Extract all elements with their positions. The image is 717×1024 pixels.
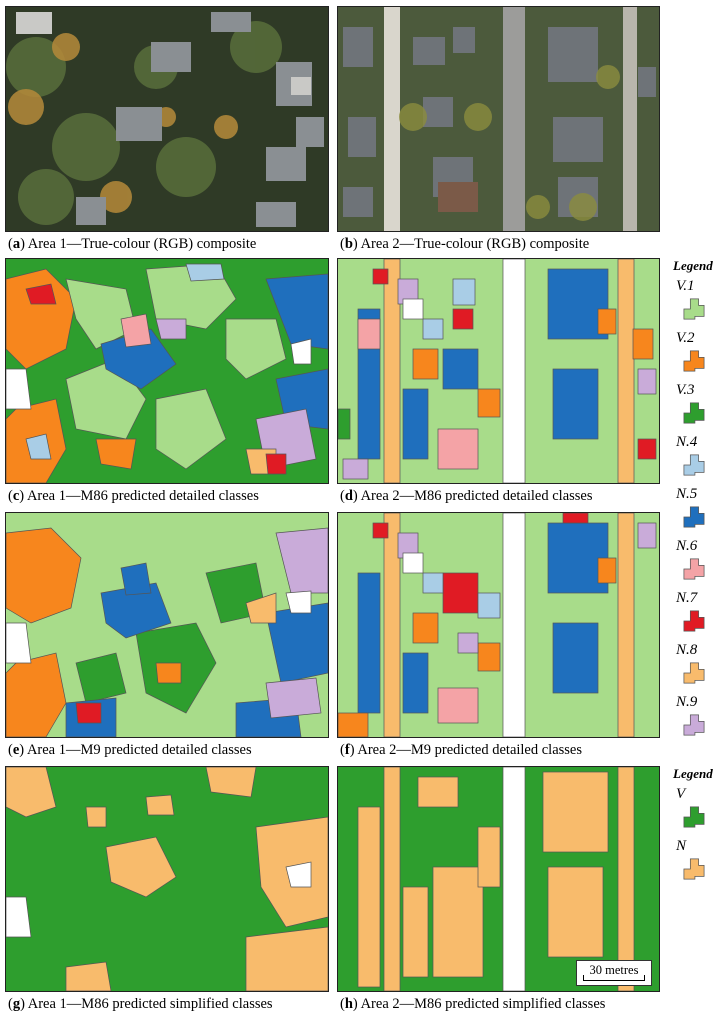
classification-map-area2-m86: [338, 259, 659, 483]
classification-map-area1-m9: [6, 513, 328, 737]
legend-label-v: V: [676, 786, 686, 802]
legend-swatch-n7: [683, 610, 705, 632]
simplified-map-area1: [6, 767, 328, 991]
legend-label-n7: N.7: [676, 590, 698, 606]
rgb-aerial-image-area2: [338, 7, 659, 231]
legend-label-n6: N.6: [676, 538, 698, 554]
panel-f-area2-m9-detailed: [337, 512, 660, 738]
caption-g: (g) Area 1—M86 predicted simplified clas…: [8, 996, 273, 1012]
legend-label-v3: V.3: [676, 382, 695, 398]
caption-b: (b) Area 2—True-colour (RGB) composite: [340, 236, 590, 252]
panel-g-area1-m86-simplified: [5, 766, 329, 992]
legend-label-n5: N.5: [676, 486, 698, 502]
scale-bar-label: 30 metres: [589, 963, 639, 977]
legend-swatch-n9: [683, 714, 705, 736]
panel-e-area1-m9-detailed: [5, 512, 329, 738]
panel-d-area2-m86-detailed: [337, 258, 660, 484]
legend-swatch-n8: [683, 662, 705, 684]
classification-map-area1-m86: [6, 259, 328, 483]
legend-swatch-v: [683, 806, 705, 828]
legend-swatch-n6: [683, 558, 705, 580]
legend-simplified-title: Legend: [673, 766, 713, 781]
legend-detailed-title: Legend: [673, 258, 713, 273]
legend-label-n: N: [676, 838, 687, 854]
classification-map-area2-m9: [338, 513, 659, 737]
caption-d: (d) Area 2—M86 predicted detailed classe…: [340, 488, 593, 504]
legend-label-v1: V.1: [676, 278, 695, 294]
legend-label-n4: N.4: [676, 434, 698, 450]
legend-swatch-v1: [683, 298, 705, 320]
panel-a-area1-rgb: [5, 6, 329, 232]
caption-c: (c) Area 1—M86 predicted detailed classe…: [8, 488, 259, 504]
panel-h-area2-m86-simplified: [337, 766, 660, 992]
scale-bar-line: [583, 975, 645, 981]
caption-e: (e) Area 1—M9 predicted detailed classes: [8, 742, 252, 758]
panel-c-area1-m86-detailed: [5, 258, 329, 484]
legend-swatch-n: [683, 858, 705, 880]
scale-bar: 30 metres: [576, 960, 652, 986]
legend-swatch-n5: [683, 506, 705, 528]
rgb-aerial-image-area1: [6, 7, 328, 231]
caption-a: (a) Area 1—True-colour (RGB) composite: [8, 236, 257, 252]
panel-b-area2-rgb: [337, 6, 660, 232]
legend-label-n8: N.8: [676, 642, 698, 658]
caption-h: (h) Area 2—M86 predicted simplified clas…: [340, 996, 606, 1012]
legend-swatch-n4: [683, 454, 705, 476]
caption-f: (f) Area 2—M9 predicted detailed classes: [340, 742, 583, 758]
legend-swatch-v2: [683, 350, 705, 372]
legend-label-v2: V.2: [676, 330, 695, 346]
legend-swatch-v3: [683, 402, 705, 424]
legend-label-n9: N.9: [676, 694, 698, 710]
simplified-map-area2: [338, 767, 659, 991]
